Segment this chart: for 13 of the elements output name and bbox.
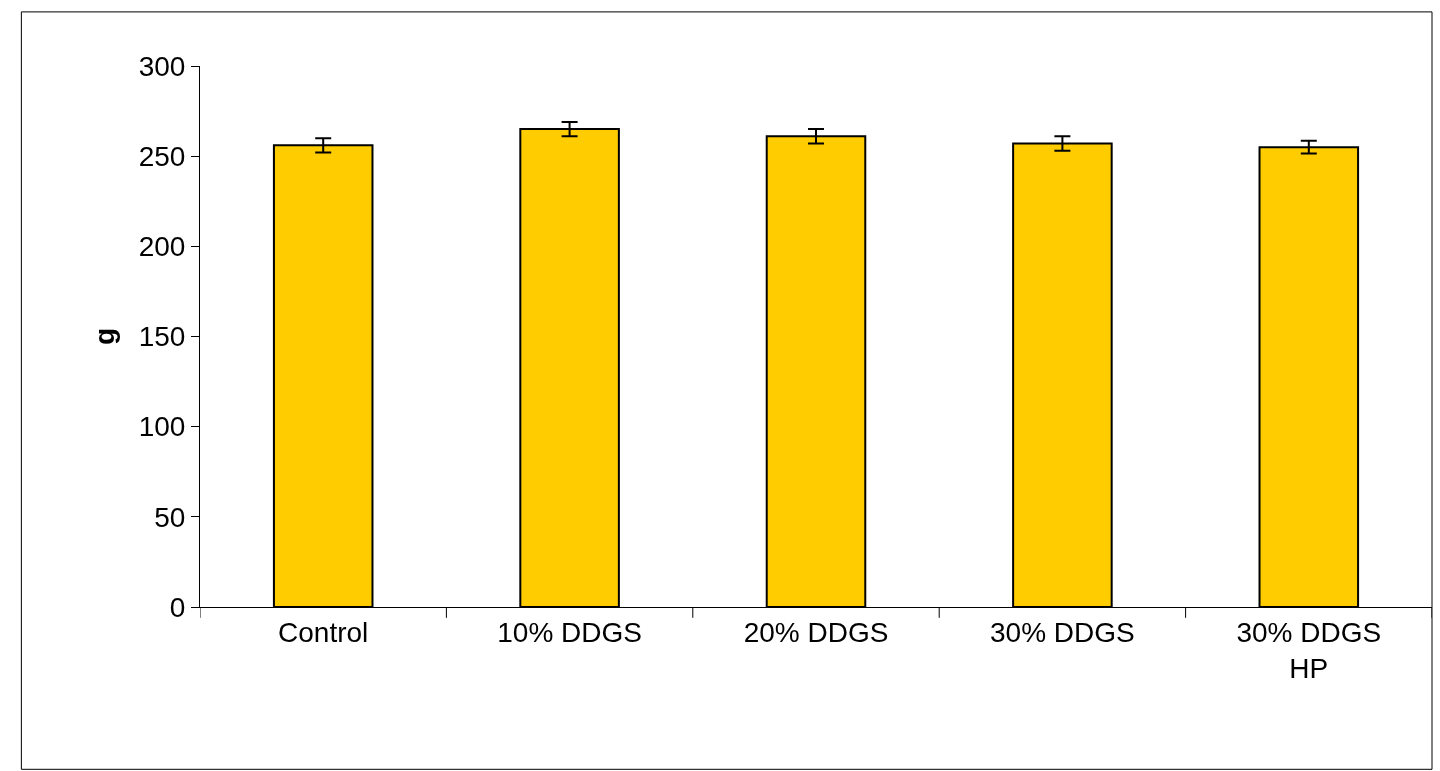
y-tick-label: 250 [138, 140, 186, 172]
x-tick-label: 10% DDGS [497, 616, 642, 648]
x-tick-label: 30% DDGS [990, 616, 1135, 648]
y-axis-title: g [89, 327, 121, 346]
x-tick-label: 20% DDGS [743, 616, 889, 648]
y-tick-label: 150 [138, 321, 186, 353]
x-tick-label: Control [278, 616, 369, 648]
y-tick-label: 100 [138, 411, 186, 443]
y-tick-label: 0 [169, 591, 186, 623]
y-tick-label: 50 [154, 501, 186, 533]
x-tick-label: 30% DDGS HP [1236, 616, 1382, 684]
y-tick-label: 300 [138, 50, 186, 82]
y-tick-label: 200 [138, 231, 186, 263]
